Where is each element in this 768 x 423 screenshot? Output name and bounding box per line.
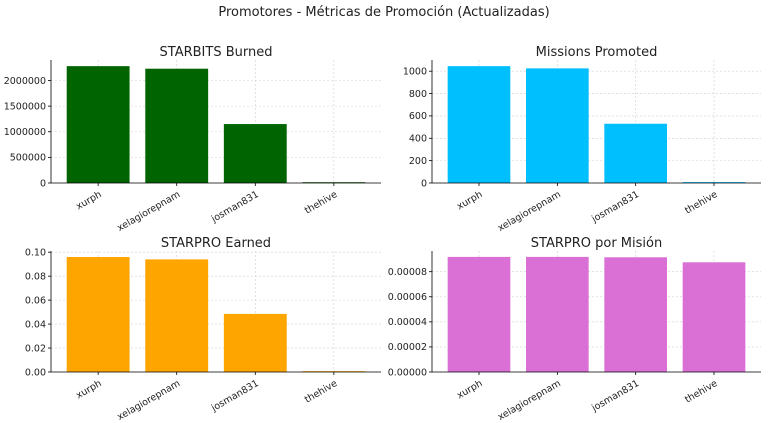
bar (66, 66, 130, 183)
y-tick-label: 400 (409, 134, 427, 145)
y-tick-label: 600 (409, 111, 427, 122)
chart-panel: STARPRO Earned 0.00 0.02 0.04 0.06 0.08 0.10 xu… (25, 236, 381, 423)
y-tick-label: 0 (40, 178, 46, 189)
bar (223, 124, 287, 183)
y-tick-label: 0.00002 (388, 342, 427, 353)
y-tick-label: 200 (409, 156, 427, 167)
x-tick-label: xurph (455, 378, 484, 401)
bar (526, 256, 589, 372)
x-tick-label: josman831 (209, 189, 261, 225)
y-tick-label: 1000000 (4, 127, 46, 138)
panel-title: STARPRO Earned (161, 236, 271, 251)
bar (145, 259, 209, 372)
x-tick-label: xurph (74, 378, 103, 401)
bar (682, 182, 746, 183)
y-tick-label: 0.04 (25, 319, 46, 330)
bar (145, 68, 209, 183)
x-tick-label: xurph (455, 189, 484, 212)
panel-title: STARBITS Burned (160, 45, 273, 60)
x-tick-label: thehive (303, 189, 340, 216)
bar (604, 257, 667, 372)
y-tick-label: 0.08 (25, 271, 46, 282)
panel-title: STARPRO por Misión (531, 236, 662, 251)
bar (223, 313, 287, 372)
y-tick-label: 800 (409, 89, 427, 100)
bar (302, 371, 366, 372)
bar (682, 262, 746, 372)
chart-panel: STARBITS Burned 0 500000 1000000 1500000 2000… (4, 45, 381, 234)
y-tick-label: 0.00004 (388, 317, 427, 328)
bar (526, 68, 589, 183)
y-tick-label: 0.06 (25, 295, 46, 306)
chart-panels: STARBITS Burned0500000100000015000002000… (4, 45, 761, 423)
bar (447, 66, 511, 183)
x-tick-label: xelagiorepnam (496, 378, 563, 423)
y-tick-label: 1500000 (4, 101, 46, 112)
x-tick-label: thehive (303, 378, 340, 405)
y-tick-label: 0.00000 (388, 367, 427, 378)
x-tick-label: josman831 (589, 189, 641, 225)
y-tick-label: 0.00006 (388, 292, 427, 303)
chart-panel: Missions Promoted 0 200 400 600 800 1000 xurph x… (403, 45, 761, 234)
y-tick-label: 500000 (10, 153, 46, 164)
y-tick-label: 2000000 (4, 76, 46, 87)
x-tick-label: thehive (683, 378, 720, 405)
x-tick-label: thehive (683, 189, 720, 216)
y-tick-label: 0 (421, 178, 427, 189)
x-tick-label: xelagiorepnam (115, 378, 182, 423)
y-tick-label: 0.02 (25, 343, 46, 354)
bar (66, 256, 130, 372)
y-tick-label: 0.00 (25, 367, 46, 378)
chart-panel: STARPRO por Misión 0.00000 0.00002 0.00004 0… (388, 236, 761, 423)
x-tick-label: josman831 (589, 378, 641, 414)
y-tick-label: 0.10 (25, 247, 46, 258)
bar (447, 256, 511, 372)
bar (604, 123, 667, 183)
x-tick-label: xurph (74, 189, 103, 212)
panel-title: Missions Promoted (536, 45, 658, 60)
y-tick-label: 1000 (403, 66, 427, 77)
x-tick-label: xelagiorepnam (496, 189, 563, 234)
y-tick-label: 0.00008 (388, 267, 427, 278)
x-tick-label: josman831 (209, 378, 261, 414)
x-tick-label: xelagiorepnam (115, 189, 182, 234)
figure-title: Promotores - Métricas de Promoción (Actu… (218, 5, 549, 20)
